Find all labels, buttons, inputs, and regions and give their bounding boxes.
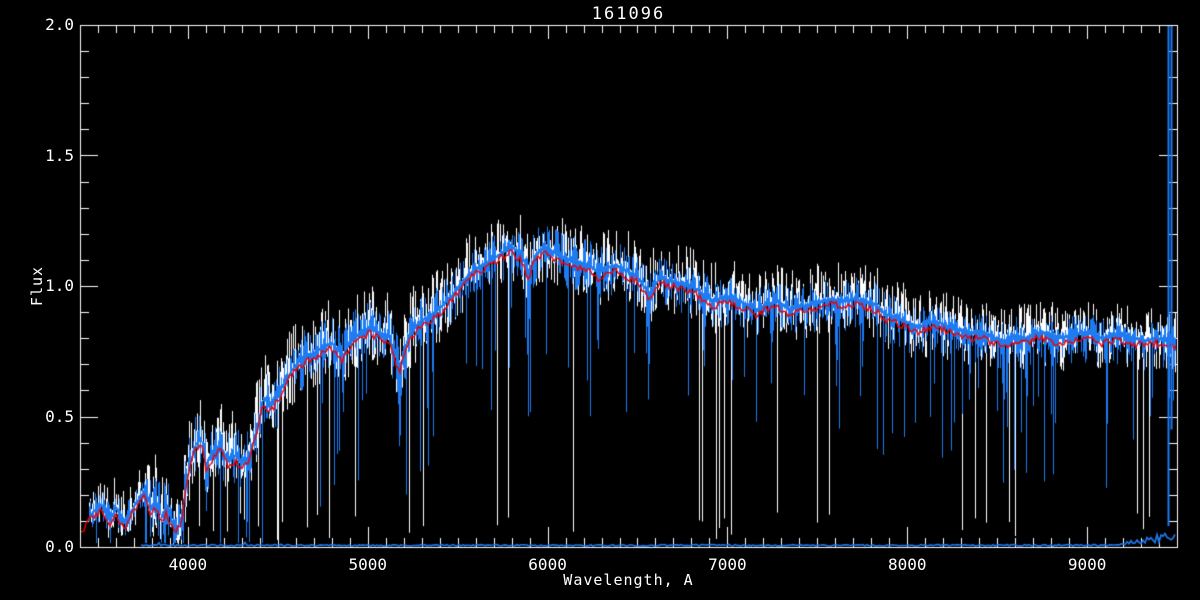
x-tick-label: 8000 [887,555,927,574]
y-tick-label: 2.0 [45,15,74,34]
x-tick-label: 4000 [168,555,208,574]
y-tick-label: 1.5 [45,145,74,165]
y-tick-label: 1.0 [45,276,74,295]
x-axis-label: Wavelength, A [563,571,694,589]
plot-title: 161096 [591,4,666,24]
x-tick-label: 7000 [708,555,747,574]
y-tick-label: 0.5 [45,406,74,426]
x-tick-label: 9000 [1067,555,1107,574]
y-tick-label: 0.0 [45,537,74,556]
x-tick-label: 5000 [348,555,387,574]
x-tick-label: 6000 [528,555,567,574]
